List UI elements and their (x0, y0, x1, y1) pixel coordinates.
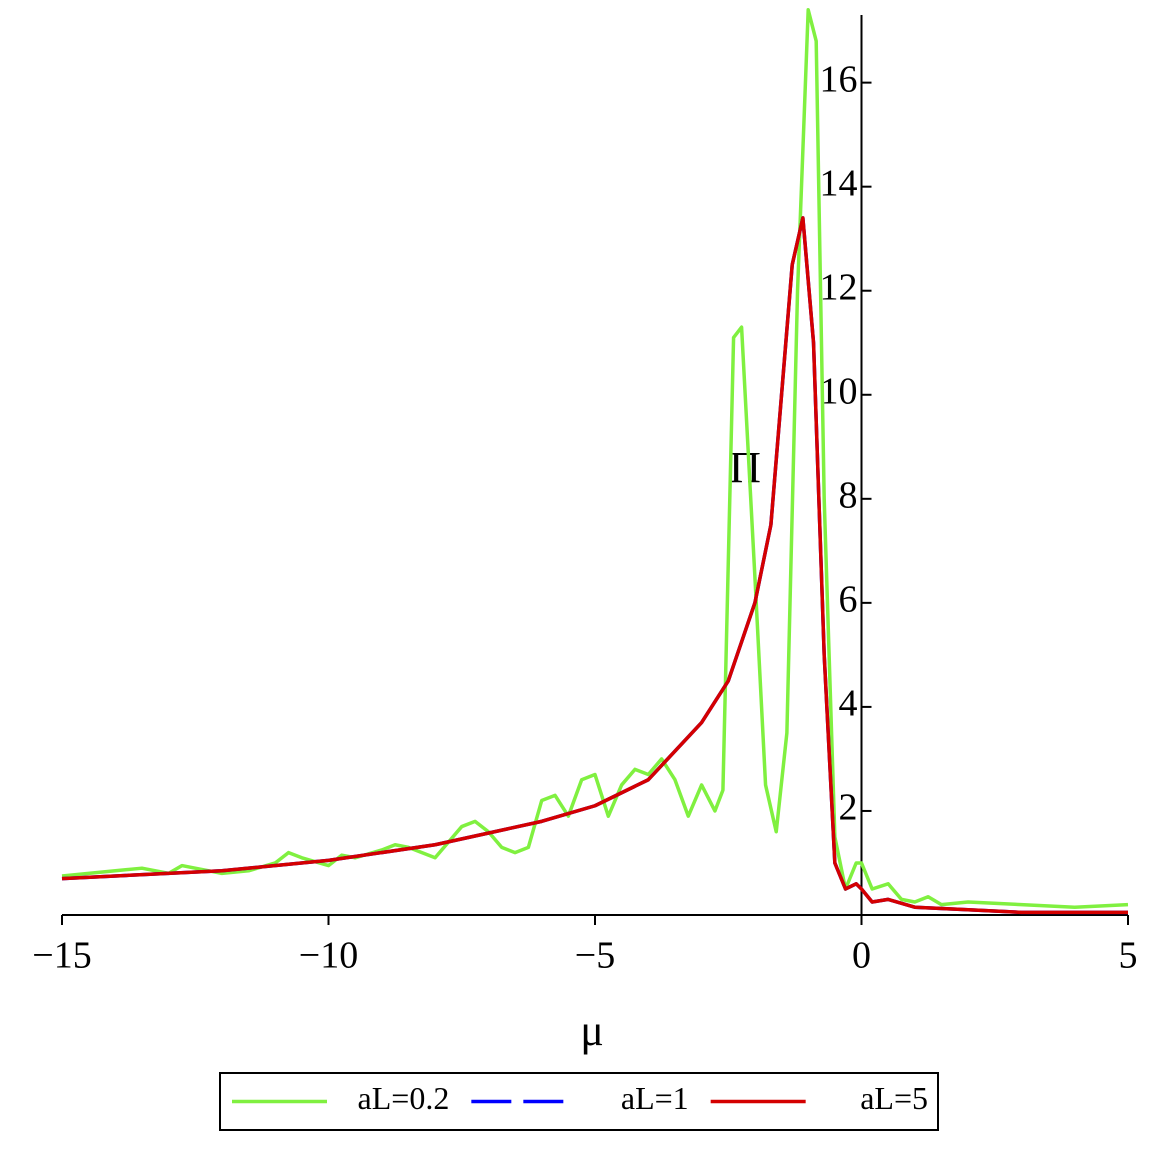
y-tick-label: 4 (839, 683, 858, 725)
y-tick-label: 14 (820, 162, 858, 204)
y-tick-label: 6 (839, 579, 858, 621)
y-tick-label: 12 (820, 266, 858, 308)
legend-label: aL=1 (621, 1080, 689, 1116)
legend-label: aL=5 (860, 1080, 928, 1116)
y-tick-label: 2 (839, 787, 858, 829)
line-series (61, 8, 1129, 909)
line-series (61, 216, 1128, 915)
legend-box (219, 1072, 939, 1131)
y-tick-label: 16 (820, 58, 858, 100)
x-tick-label: 0 (852, 935, 871, 977)
x-tick-label: −15 (32, 935, 91, 977)
x-axis-label: μ (580, 1006, 604, 1055)
y-tick-label: 8 (839, 475, 858, 517)
line-series (61, 216, 1128, 915)
x-tick-label: 5 (1119, 935, 1138, 977)
x-tick-label: −5 (575, 935, 615, 977)
y-axis-label: Π (729, 443, 761, 492)
legend-label: aL=0.2 (358, 1080, 450, 1116)
x-tick-label: −10 (299, 935, 358, 977)
y-tick-label: 10 (820, 370, 858, 412)
